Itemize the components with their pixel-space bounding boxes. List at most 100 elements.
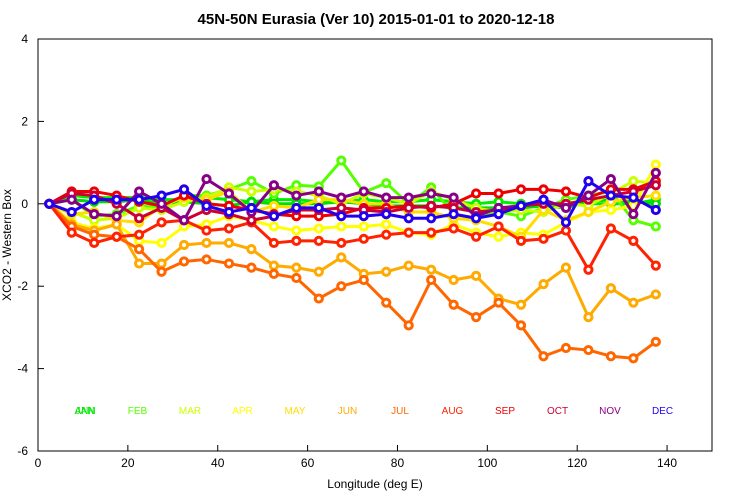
data-point-dec <box>358 211 369 222</box>
data-point-jul <box>201 254 212 265</box>
data-point-sep <box>493 188 504 199</box>
data-point-jul <box>650 336 661 347</box>
data-point-dec <box>403 213 414 224</box>
data-point-aug <box>448 223 459 234</box>
data-point-jun <box>111 219 122 230</box>
y-axis-title: XCO2 - Western Box <box>0 189 14 301</box>
data-point-may <box>313 194 324 205</box>
data-point-jun <box>223 237 235 249</box>
data-point-nov <box>628 209 639 220</box>
data-point-dec <box>134 194 145 205</box>
axes: 0 20 40 60 80 100 120 140 -6 -4 -2 0 2 4 <box>17 32 713 470</box>
data-point-aug <box>66 227 77 238</box>
data-point-aug <box>403 227 414 238</box>
data-point-dec <box>313 202 324 214</box>
data-point-jul <box>448 299 459 310</box>
data-point-jun <box>605 283 617 294</box>
data-point-aug <box>313 235 324 246</box>
y-tick-label: 2 <box>21 114 28 128</box>
data-point-jun <box>538 279 549 290</box>
data-point-nov <box>583 190 594 201</box>
legend-label-apr: APR <box>232 406 253 417</box>
data-point-jun <box>246 244 257 255</box>
y-tick-label: 4 <box>21 32 28 46</box>
data-point-aug <box>111 231 122 242</box>
data-point-dec <box>111 194 122 205</box>
data-point-apr <box>381 219 392 230</box>
data-point-aug <box>291 235 302 246</box>
x-tick-label: 140 <box>657 456 677 470</box>
data-point-dec <box>89 194 100 205</box>
data-point-jun <box>560 262 572 273</box>
data-point-dec <box>605 190 617 201</box>
data-point-nov <box>201 173 212 185</box>
legend-label-jan: JAN <box>76 406 95 417</box>
data-point-jul <box>89 229 100 240</box>
data-point-apr <box>313 223 324 234</box>
data-point-nov <box>268 180 279 191</box>
x-tick-label: 0 <box>35 456 42 470</box>
data-point-jun <box>156 258 167 269</box>
data-point-jul <box>560 342 572 354</box>
data-point-jun <box>291 262 302 273</box>
data-point-nov <box>650 167 661 178</box>
data-point-feb <box>246 176 257 187</box>
data-point-apr <box>605 204 617 216</box>
y-tick-label: 0 <box>21 197 28 211</box>
legend-label-mar: MAR <box>179 406 201 417</box>
data-point-jun <box>650 289 661 300</box>
data-point-sep <box>515 184 527 195</box>
data-point-nov <box>223 188 235 199</box>
data-point-dec <box>246 202 257 214</box>
data-point-jul <box>605 351 617 362</box>
data-point-nov <box>291 190 302 201</box>
data-point-feb <box>381 178 392 189</box>
x-tick-label: 20 <box>121 456 135 470</box>
data-point-aug <box>89 237 100 249</box>
data-point-feb <box>650 221 661 232</box>
data-point-oct <box>336 202 347 214</box>
data-point-jun <box>403 260 414 271</box>
series-dec <box>44 176 661 228</box>
data-point-dec <box>268 211 279 222</box>
data-point-apr <box>493 231 504 242</box>
x-tick-label: 120 <box>567 456 587 470</box>
legend-label-aug: AUG <box>442 406 464 417</box>
data-point-jun <box>381 266 392 277</box>
data-point-jun <box>426 264 437 275</box>
data-point-jun <box>336 252 347 263</box>
data-point-jul <box>471 312 482 323</box>
legend-label-jul: JUL <box>391 406 409 417</box>
x-tick-label: 40 <box>211 456 225 470</box>
data-point-nov <box>336 192 347 203</box>
plot-frame <box>37 38 713 452</box>
data-point-may <box>268 200 279 211</box>
data-point-may <box>583 206 594 218</box>
data-point-aug <box>515 235 527 246</box>
data-point-sep <box>471 188 482 199</box>
data-point-jun <box>134 258 145 269</box>
legend-label-oct: OCT <box>547 406 568 417</box>
data-point-oct <box>426 200 437 211</box>
x-tick-label: 80 <box>391 456 405 470</box>
data-point-mar <box>628 176 639 187</box>
data-point-dec <box>628 192 639 203</box>
data-point-aug <box>628 235 639 246</box>
data-point-may <box>650 190 661 201</box>
data-point-apr <box>358 221 369 232</box>
series-line-jul <box>48 202 657 360</box>
data-point-sep <box>538 184 549 195</box>
data-point-nov <box>426 188 437 199</box>
data-point-sep <box>560 186 572 197</box>
data-point-mar <box>246 186 257 197</box>
data-point-dec <box>650 204 661 216</box>
data-point-aug <box>560 225 572 236</box>
data-point-aug <box>358 233 369 244</box>
series-line-aug <box>48 202 657 272</box>
data-point-aug <box>336 237 347 249</box>
data-point-nov <box>560 202 572 214</box>
data-point-aug <box>605 223 617 234</box>
legend-label-ann: ANN <box>74 406 95 417</box>
chart-title: 45N-50N Eurasia (Ver 10) 2015-01-01 to 2… <box>198 11 555 28</box>
data-point-jul <box>628 353 639 364</box>
